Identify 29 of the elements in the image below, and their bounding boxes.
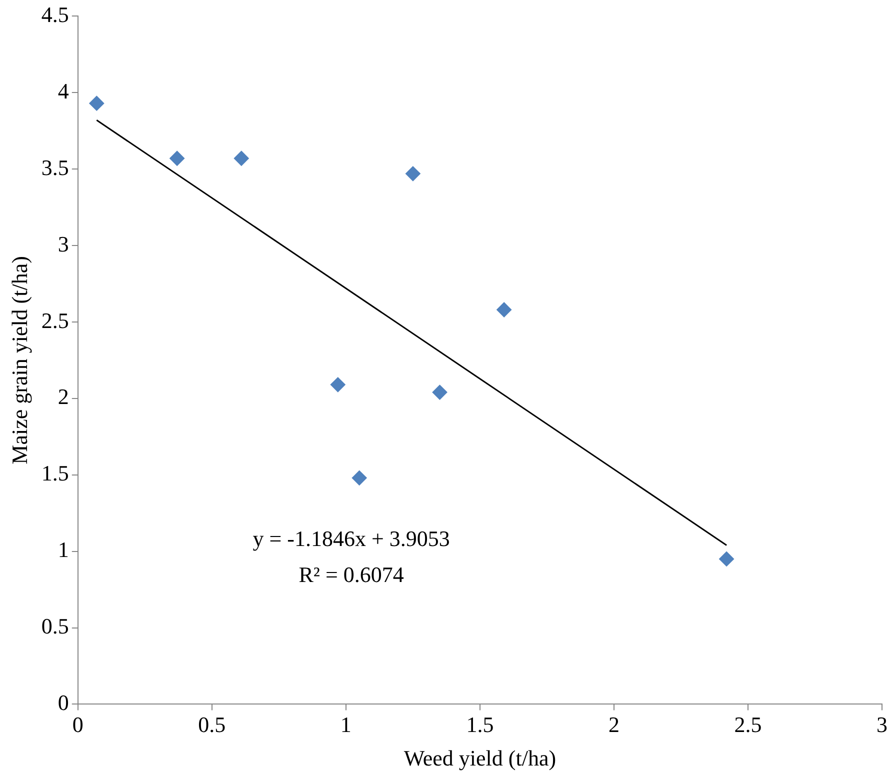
x-tick-label: 2.5 <box>734 712 762 738</box>
x-tick-label: 1.5 <box>466 712 494 738</box>
point <box>405 166 420 182</box>
x-tick-label: 0.5 <box>198 712 226 738</box>
point <box>234 150 249 166</box>
y-tick-label: 0.5 <box>41 614 69 639</box>
x-tick-label: 1 <box>340 712 352 738</box>
point <box>432 384 448 400</box>
y-tick-label: 4.5 <box>41 2 69 27</box>
point <box>352 470 367 486</box>
x-axis-title: Weed yield (t/ha) <box>404 746 556 771</box>
y-tick-label: 2 <box>58 384 69 410</box>
point <box>719 551 734 566</box>
y-axis-title: Maize grain yield (t/ha) <box>6 256 32 464</box>
y-tick-label: 3.5 <box>41 154 69 180</box>
x-tick-label: 3 <box>876 712 888 738</box>
y-tick-label: 3 <box>58 231 69 256</box>
x-tick-label: 2 <box>608 712 620 738</box>
annotation: R² = 0.6074 <box>298 562 404 588</box>
y-tick-label: 0 <box>58 690 69 715</box>
y-tick-label: 1.5 <box>41 460 69 486</box>
y-tick-label: 2.5 <box>41 308 69 333</box>
y-tick-label: 4 <box>58 78 69 104</box>
point <box>330 377 346 392</box>
point <box>496 302 512 318</box>
y-tick-label: 1 <box>58 537 69 562</box>
point <box>89 96 104 111</box>
annotation: y = -1.1846x + 3.9053 <box>252 526 450 552</box>
point <box>170 150 185 166</box>
